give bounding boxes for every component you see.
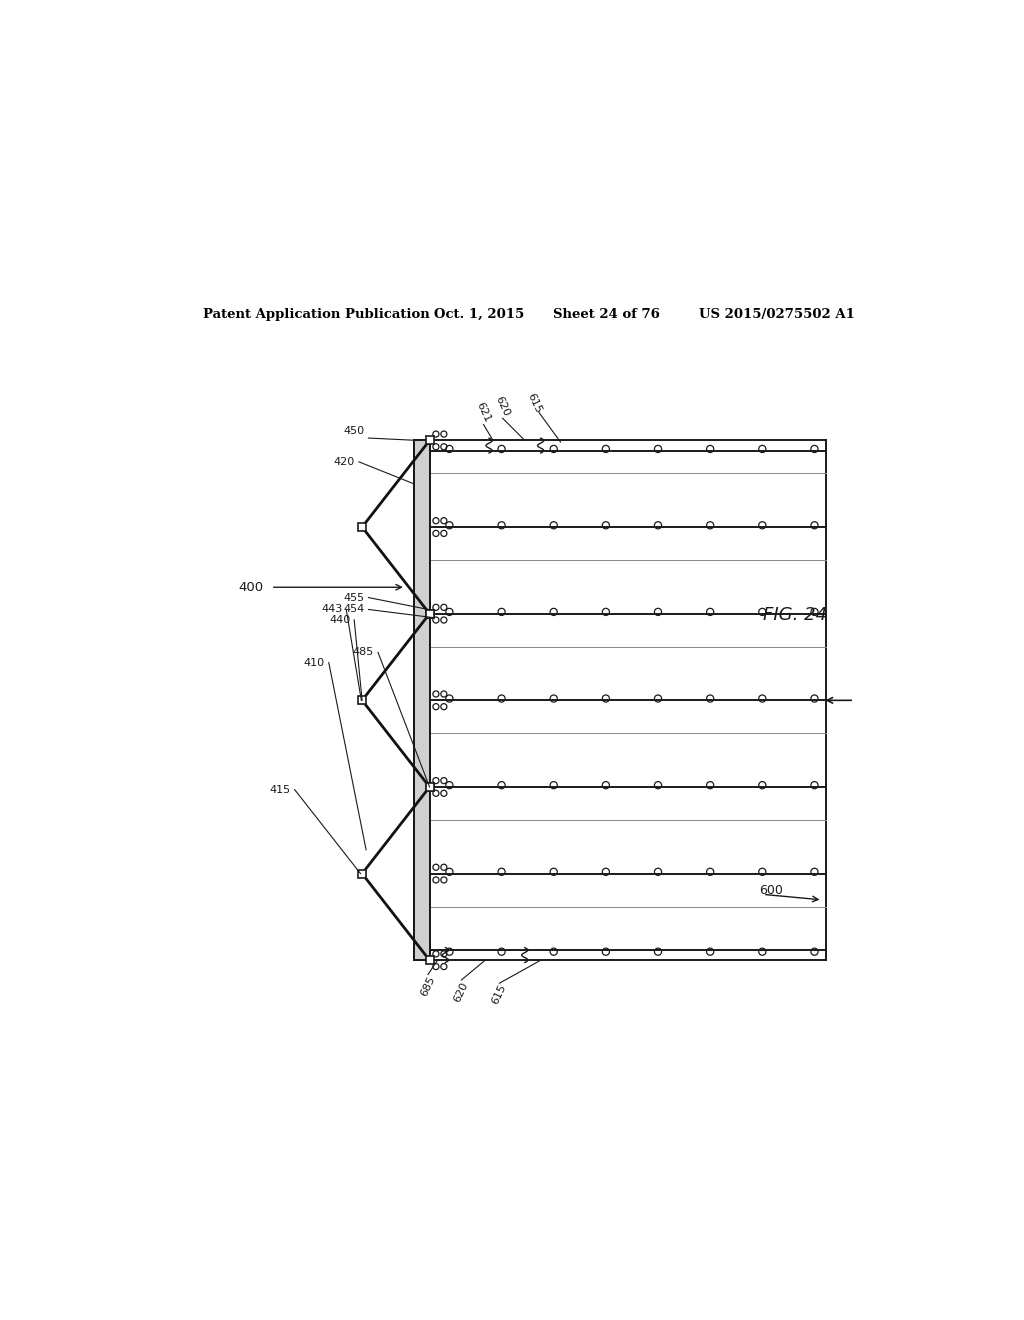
Bar xyxy=(426,956,433,964)
Bar xyxy=(426,437,433,445)
Text: US 2015/0275502 A1: US 2015/0275502 A1 xyxy=(699,308,855,321)
Bar xyxy=(358,697,367,705)
Bar xyxy=(358,870,367,878)
Text: FIG. 24: FIG. 24 xyxy=(763,606,826,624)
Text: 621: 621 xyxy=(474,401,493,424)
Text: 410: 410 xyxy=(304,657,325,668)
Text: 443: 443 xyxy=(321,605,342,615)
Text: 450: 450 xyxy=(343,426,365,437)
Text: 415: 415 xyxy=(269,784,291,795)
Bar xyxy=(358,523,367,531)
Text: 615: 615 xyxy=(490,982,508,1006)
Text: 620: 620 xyxy=(494,395,512,418)
Text: Sheet 24 of 76: Sheet 24 of 76 xyxy=(553,308,659,321)
Polygon shape xyxy=(414,441,430,960)
Text: Oct. 1, 2015: Oct. 1, 2015 xyxy=(433,308,524,321)
Text: 620: 620 xyxy=(453,981,470,1003)
Text: 455: 455 xyxy=(343,593,365,602)
Text: 454: 454 xyxy=(343,605,365,615)
Bar xyxy=(426,610,433,618)
Text: 600: 600 xyxy=(759,884,782,896)
Text: 440: 440 xyxy=(329,615,350,624)
Bar xyxy=(426,783,433,791)
Text: 615: 615 xyxy=(525,392,544,414)
Text: Patent Application Publication: Patent Application Publication xyxy=(204,308,430,321)
Text: 685: 685 xyxy=(419,974,437,998)
Text: 485: 485 xyxy=(352,647,374,657)
Text: 420: 420 xyxy=(334,457,355,467)
Bar xyxy=(426,783,433,791)
Text: 400: 400 xyxy=(239,581,263,594)
Bar xyxy=(426,610,433,618)
